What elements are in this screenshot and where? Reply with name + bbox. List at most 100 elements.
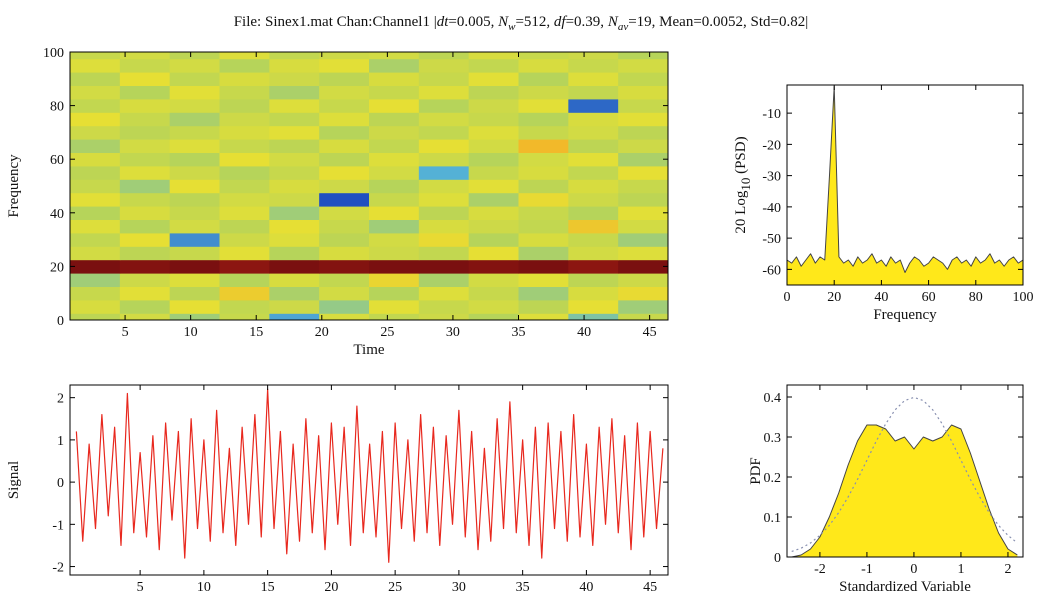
heatmap-cell	[518, 152, 569, 167]
heatmap-cell	[269, 179, 320, 194]
heatmap-cell	[319, 206, 370, 220]
x-tick-label: 10	[184, 325, 198, 340]
heatmap-cell	[119, 232, 171, 247]
heatmap-cell	[618, 219, 668, 234]
heatmap-cell	[219, 246, 270, 261]
heatmap-cell	[418, 219, 470, 234]
heatmap-cell	[119, 273, 171, 287]
heatmap-cell	[468, 246, 519, 261]
x-tick-label: 20	[827, 290, 841, 305]
heatmap-cell	[269, 299, 320, 314]
heatmap-cell	[568, 58, 619, 73]
heatmap-cell	[70, 232, 121, 247]
heatmap-cell	[169, 259, 220, 274]
heatmap-cell	[418, 58, 470, 73]
heatmap-cell	[169, 232, 220, 247]
heatmap-cell	[169, 85, 220, 100]
area-edge	[791, 424, 1018, 557]
heatmap-cell	[418, 125, 470, 140]
title-part: df	[554, 14, 568, 30]
area-fill	[791, 425, 1018, 557]
heatmap-cell	[369, 58, 420, 73]
heatmap-cell	[618, 313, 668, 320]
heatmap-cell	[169, 58, 220, 73]
heatmap-cell	[269, 72, 320, 86]
plot-area	[787, 86, 1023, 285]
heatmap-cell	[518, 299, 569, 314]
y-tick-label: -30	[762, 170, 781, 185]
heatmap-cell	[119, 152, 171, 167]
heatmap-cell	[518, 206, 569, 220]
heatmap-cell	[618, 85, 668, 100]
title-part: File: Sinex1.mat Chan:Channel1 |	[234, 14, 437, 30]
heatmap-cell	[518, 232, 569, 247]
heatmap-cell	[219, 192, 270, 207]
heatmap-cell	[269, 219, 320, 234]
heatmap-cell	[219, 179, 270, 194]
heatmap-cell	[169, 179, 220, 194]
heatmap-cell	[369, 259, 420, 274]
heatmap-cell	[319, 98, 370, 113]
heatmap-cell	[418, 179, 470, 194]
heatmap-cell	[319, 52, 370, 60]
heatmap-cell	[319, 286, 370, 301]
heatmap-cell	[518, 139, 569, 153]
heatmap-cell	[618, 286, 668, 301]
heatmap-cell	[219, 52, 270, 60]
heatmap-cell	[369, 206, 420, 220]
x-tick-label: 35	[516, 580, 530, 595]
heatmap-cell	[219, 219, 270, 234]
heatmap-cell	[418, 98, 470, 113]
heatmap-cell	[618, 299, 668, 314]
y-tick-label: 0	[57, 476, 64, 491]
heatmap-cell	[319, 313, 370, 320]
heatmap-cell	[618, 232, 668, 247]
heatmap-cell	[119, 206, 171, 220]
heatmap-cell	[319, 273, 370, 287]
heatmap-cell	[518, 286, 569, 301]
heatmap-cell	[169, 192, 220, 207]
heatmap-cell	[369, 286, 420, 301]
heatmap-cell	[518, 98, 569, 113]
y-axis-label-part: 20 Log	[733, 190, 749, 233]
heatmap-cell	[169, 112, 220, 127]
heatmap-cell	[468, 206, 519, 220]
heatmap-cell	[269, 98, 320, 113]
heatmap-cell	[269, 139, 320, 153]
x-axis-label: Standardized Variable	[839, 579, 971, 595]
heatmap-cell	[369, 179, 420, 194]
heatmap-cell	[418, 273, 470, 287]
heatmap-cell	[169, 52, 220, 60]
heatmap-cell	[369, 313, 420, 320]
heatmap-cell	[418, 286, 470, 301]
heatmap-cell	[319, 219, 370, 234]
heatmap-cell	[119, 112, 171, 127]
x-tick-label: 25	[388, 580, 402, 595]
heatmap-cell	[169, 299, 220, 314]
heatmap-cell	[418, 85, 470, 100]
heatmap-cell	[70, 165, 121, 180]
x-axis-label: Frequency	[873, 307, 937, 323]
heatmap-cell	[568, 313, 619, 320]
x-tick-label: 20	[315, 325, 329, 340]
title-part: =0.39,	[566, 14, 608, 30]
heatmap-cell	[468, 259, 519, 274]
heatmap-cell	[319, 192, 370, 207]
area-edge	[787, 86, 1023, 273]
plot-frame	[786, 384, 1024, 558]
heatmap-cell	[169, 98, 220, 113]
area-fill	[787, 86, 1023, 285]
line	[75, 388, 664, 563]
heatmap-cell	[70, 85, 121, 100]
heatmap-cell	[269, 273, 320, 287]
heatmap-cell	[70, 58, 121, 73]
y-tick-label: 40	[50, 207, 64, 222]
heatmap-cell	[119, 246, 171, 261]
x-tick-label: 0	[910, 562, 917, 577]
heatmap-cell	[618, 125, 668, 140]
heatmap-cell	[518, 273, 569, 287]
heatmap-cell	[418, 152, 470, 167]
heatmap-cell	[70, 206, 121, 220]
x-axis-label: Time	[353, 342, 384, 358]
